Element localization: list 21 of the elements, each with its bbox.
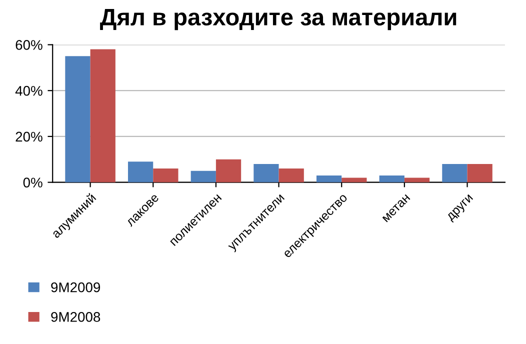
legend-label: 9M2008 xyxy=(51,312,100,322)
bar xyxy=(153,168,178,182)
bar xyxy=(467,164,492,182)
y-tick-label: 20% xyxy=(16,132,42,142)
bar xyxy=(65,56,90,182)
bar xyxy=(278,168,304,182)
bar xyxy=(404,178,430,182)
bar xyxy=(254,164,279,182)
y-tick-label: 0% xyxy=(23,178,42,188)
bar xyxy=(216,159,242,182)
bar xyxy=(342,178,367,182)
bar xyxy=(379,175,404,182)
bar xyxy=(90,49,116,182)
chart-title: Дял в разходите за материали xyxy=(100,9,456,30)
bar xyxy=(442,164,468,182)
y-tick-label: 40% xyxy=(15,86,42,96)
y-tick-label: 60% xyxy=(16,40,42,50)
legend-label: 9M2009 xyxy=(51,282,100,292)
bar xyxy=(316,175,342,182)
bar xyxy=(128,162,154,182)
bar xyxy=(190,170,216,182)
